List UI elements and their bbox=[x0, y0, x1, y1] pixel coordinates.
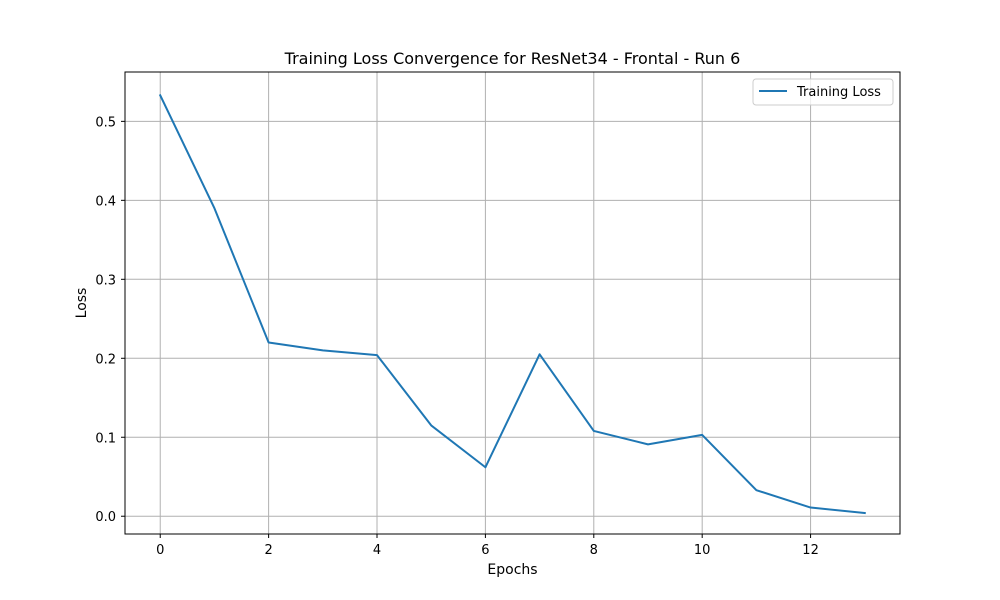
x-tick-label: 12 bbox=[802, 543, 819, 558]
y-tick-label: 0.0 bbox=[95, 510, 116, 525]
y-tick-label: 0.1 bbox=[95, 431, 116, 446]
y-tick-label: 0.5 bbox=[95, 115, 116, 130]
x-tick-label: 4 bbox=[373, 543, 381, 558]
legend-box bbox=[752, 78, 894, 106]
x-tick-label: 8 bbox=[590, 543, 598, 558]
chart-title: Training Loss Convergence for ResNet34 -… bbox=[284, 49, 741, 68]
x-tick-label: 0 bbox=[156, 543, 164, 558]
series-line-training-loss bbox=[158, 93, 866, 515]
x-axis-label: Epochs bbox=[487, 562, 537, 578]
x-tick-label: 10 bbox=[694, 543, 711, 558]
ticks: 0 2 4 6 8 10 12 0.0 0.1 0.2 0.3 0.4 0.5 bbox=[95, 115, 819, 558]
y-tick-label: 0.3 bbox=[95, 273, 116, 288]
y-axis-label: Loss bbox=[74, 288, 90, 319]
grid-lines bbox=[125, 72, 900, 534]
x-tick-label: 2 bbox=[264, 543, 272, 558]
y-tick-label: 0.4 bbox=[95, 194, 116, 209]
legend: Training Loss bbox=[752, 78, 894, 106]
series-layer bbox=[158, 93, 866, 515]
legend-label-training-loss: Training Loss bbox=[796, 85, 881, 100]
y-tick-label: 0.2 bbox=[95, 352, 116, 367]
axes-frame bbox=[124, 71, 901, 535]
x-tick-label: 6 bbox=[481, 543, 489, 558]
